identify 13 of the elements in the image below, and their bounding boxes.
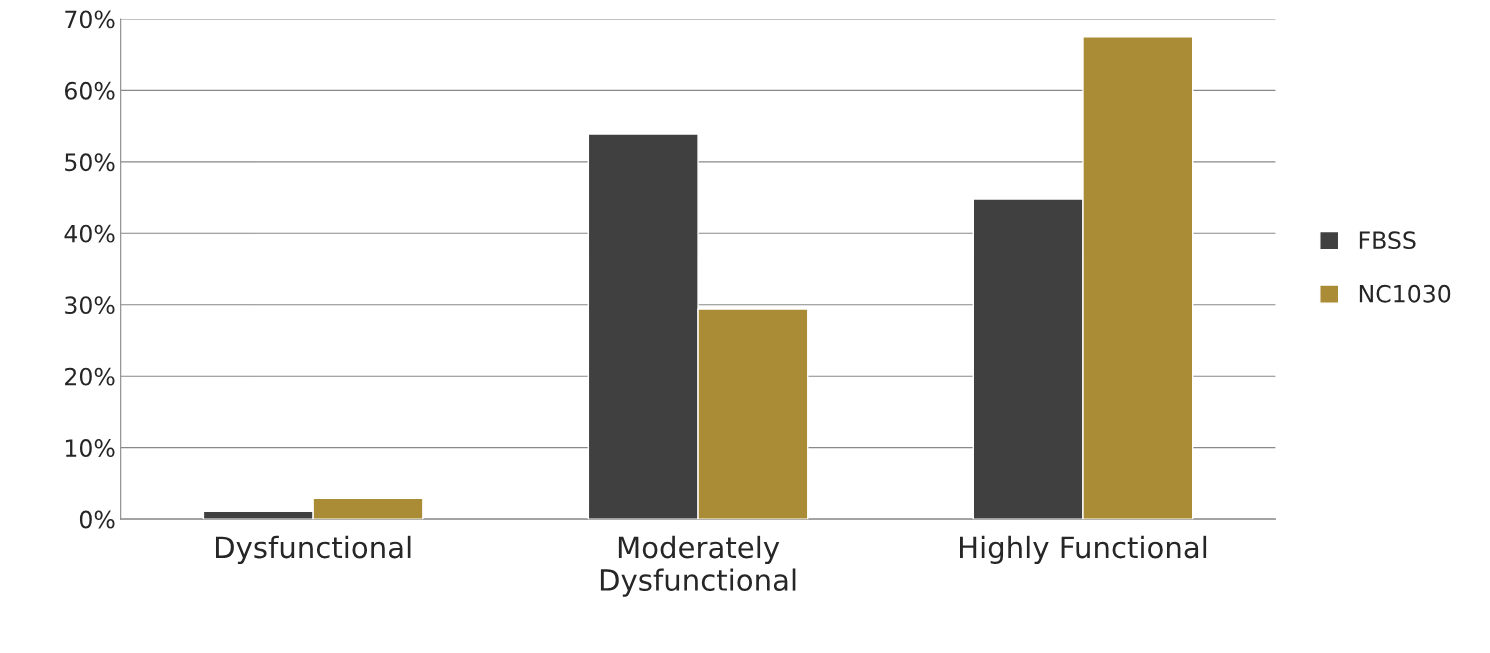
- legend-label: NC1030: [1359, 284, 1451, 303]
- x-tick-label: Moderately Dysfunctional: [600, 535, 796, 597]
- legend-label: FBSS: [1359, 231, 1416, 250]
- y-tick-label: 50%: [65, 153, 115, 172]
- y-tick-label: 70%: [65, 10, 115, 29]
- y-tick-label: 30%: [65, 296, 115, 315]
- y-tick-label: 10%: [65, 439, 115, 457]
- y-tick-label: 0%: [79, 510, 115, 529]
- y-tick-label: 40%: [64, 224, 115, 243]
- x-tick-label: Highly Functional: [960, 535, 1207, 565]
- y-tick-label: 20%: [65, 367, 115, 386]
- x-tick-label: Dysfunctional: [215, 535, 411, 565]
- y-tick-label: 60%: [65, 81, 115, 100]
